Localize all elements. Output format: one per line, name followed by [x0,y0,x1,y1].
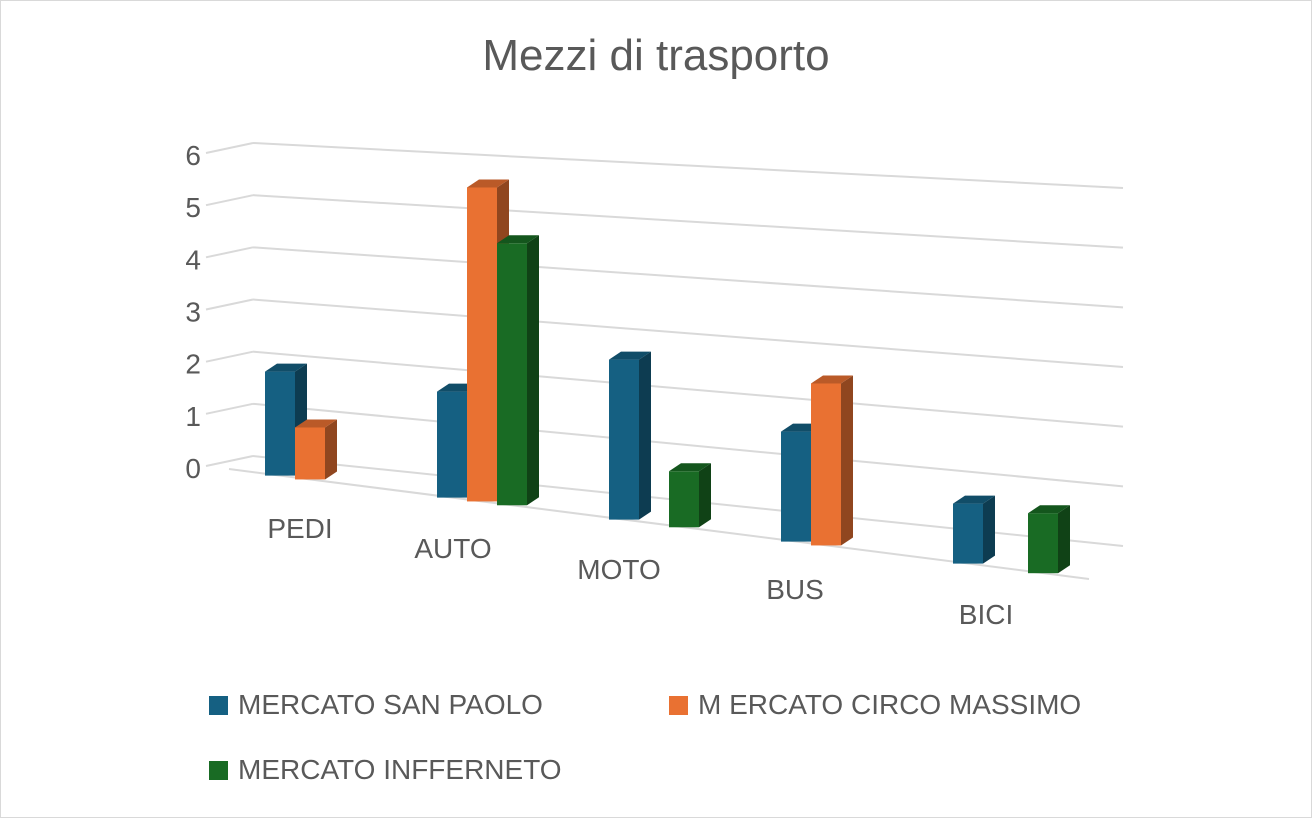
legend-label: MERCATO SAN PAOLO [238,689,543,720]
gridline [252,194,1124,249]
bar-top [467,179,509,188]
bar[interactable] [497,243,527,506]
y-tick-label: 2 [185,349,201,380]
x-tick-label: BICI [959,599,1013,630]
bar-side [1058,505,1070,574]
y-axis: 0 1 2 3 4 5 6 [185,140,201,484]
gridline-side [205,455,254,467]
bar-top [265,363,307,372]
bar-top [497,235,539,244]
bar[interactable] [953,503,983,564]
legend-swatch [209,760,228,780]
legend-item-san-paolo[interactable]: MERCATO SAN PAOLO [209,689,543,721]
y-tick-label: 5 [185,192,201,223]
bar-top [295,419,337,428]
legend-label: MERCATO INFFERNETO [238,754,562,785]
bar[interactable] [609,359,639,520]
legend-label: M ERCATO CIRCO MASSIMO [698,689,1082,720]
bar-side [841,375,853,546]
gridline-side [205,402,254,415]
y-tick-label: 6 [185,140,201,171]
x-tick-label: PEDI [267,513,332,544]
bar[interactable] [437,391,467,498]
gridline [252,142,1124,189]
bars [265,179,1070,574]
gridline [252,350,1124,428]
x-tick-label: AUTO [414,533,491,564]
bar-side [527,235,539,506]
legend-swatch [669,695,688,715]
gridline-side [205,194,254,207]
bar-side [639,351,651,520]
legend-item-infferneto[interactable]: MERCATO INFFERNETO [209,754,562,786]
y-tick-label: 4 [185,244,201,275]
chart-title: Mezzi di trasporto [482,31,830,80]
x-tick-label: BUS [766,574,824,605]
bar[interactable] [1028,513,1058,574]
y-tick-label: 3 [185,297,201,328]
bar-side [983,495,995,564]
bar-top [811,375,853,384]
legend-item-circo-massimo[interactable]: M ERCATO CIRCO MASSIMO [669,689,1081,721]
bar[interactable] [265,371,295,476]
bar-side [325,419,337,480]
legend-swatch [209,695,228,715]
bar-top [609,351,651,360]
bar[interactable] [781,431,811,542]
bar-side [699,463,711,528]
x-axis: PEDI AUTO MOTO BUS BICI [267,513,1013,630]
bar[interactable] [811,383,841,546]
bar[interactable] [669,471,699,528]
x-axis-line [228,468,1090,580]
y-tick-label: 0 [185,453,201,484]
gridline-side [205,350,254,363]
gridline [252,402,1124,488]
bar-top [669,463,711,472]
gridline-side [205,298,254,311]
gridline-side [205,142,254,154]
bar[interactable] [467,187,497,502]
bar-top [953,495,995,504]
bar[interactable] [295,427,325,480]
gridline [252,298,1124,368]
gridline-side [205,246,254,259]
gridlines [205,142,1124,580]
x-tick-label: MOTO [577,554,660,585]
gridline [252,246,1124,309]
y-tick-label: 1 [185,401,201,432]
bar-top [1028,505,1070,514]
